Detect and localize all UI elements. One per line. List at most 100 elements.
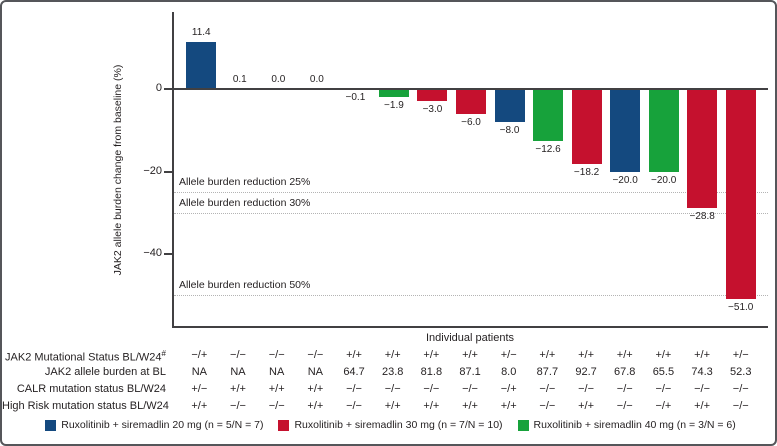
table-cell: 87.7	[536, 366, 559, 378]
table-cell: 23.8	[381, 366, 404, 378]
y-tick-mark	[164, 170, 172, 173]
table-cell: +/+	[423, 400, 440, 412]
table-cell: NA	[269, 366, 285, 378]
y-tick-label: −20	[143, 164, 162, 177]
table-row-label: JAK2 Mutational Status BL/W24#	[5, 349, 166, 364]
table-cell: +/+	[539, 349, 556, 361]
table-cell: 65.5	[652, 366, 675, 378]
bar-value-label: −6.0	[461, 116, 481, 128]
table-row: High Risk mutation status BL/W24 +/+ −/− −/…	[2, 399, 775, 416]
table-cell: +/+	[694, 400, 711, 412]
table-cell: −/−	[732, 383, 749, 395]
table-cell: 52.3	[730, 366, 752, 378]
table-cell: −/−	[616, 400, 633, 412]
table-cell: −/−	[732, 400, 749, 412]
bar	[378, 89, 409, 97]
patient-slot: −3.0	[413, 12, 452, 326]
bar	[687, 89, 718, 208]
bar	[610, 89, 641, 172]
table-cell: 8.0	[501, 366, 517, 378]
table-cell: +/+	[578, 400, 594, 412]
bar-value-label: 0.1	[232, 73, 247, 85]
table-cell: 87.1	[459, 366, 481, 378]
bar-value-label: −51.0	[728, 302, 754, 314]
table-row-label: JAK2 allele burden at BL	[44, 366, 166, 378]
table-row: CALR mutation status BL/W24 +/− +/+ +/+ +/+ −…	[2, 382, 775, 399]
table-row-values: +/− +/+ +/+ +/+ −/− −/− −/− −/− −/+ −/− −/− −/− −/− −…	[172, 383, 768, 395]
table-cell: −/+	[500, 383, 517, 395]
table-row-label-superscript: #	[161, 349, 166, 358]
bar-value-label: −12.6	[535, 143, 561, 155]
table-row: JAK2 allele burden at BL NA NA NA NA 64.7 23.8…	[2, 365, 775, 382]
table-cell: 92.7	[575, 366, 597, 378]
bar-value-label: −1.9	[384, 99, 404, 111]
plot-area: 11.4 0.1 0.0 0.0 −0.1 −1.9 −3.0 −6.0 −8.0 −12.6 −1…	[172, 12, 768, 328]
table-cell: −/−	[230, 400, 246, 412]
table-row-values: NA NA NA NA 64.7 23.8 81.8 87.1 8.0 87.7 92.7 67.8 6…	[172, 366, 768, 378]
patient-slot: 0.1	[221, 12, 260, 326]
table-row: JAK2 Mutational Status BL/W24# −/+ −/− −/− −…	[2, 348, 775, 365]
table-cell: −/−	[694, 383, 711, 395]
legend-item: Ruxolitinib + siremadlin 40 mg (n = 3/N …	[517, 419, 736, 431]
table-cell: −/−	[346, 383, 362, 395]
table-cell: −/−	[423, 383, 440, 395]
y-axis-ticks: 0 −20 −40	[120, 12, 162, 328]
table-cell: NA	[191, 366, 207, 378]
legend-swatch	[517, 419, 529, 431]
table-cell: +/−	[732, 349, 749, 361]
table-row-label: CALR mutation status BL/W24	[16, 383, 166, 395]
reference-line	[174, 295, 768, 297]
zero-baseline	[174, 88, 768, 90]
legend-label: Ruxolitinib + siremadlin 20 mg (n = 5/N …	[61, 419, 264, 431]
bar-value-label: −3.0	[422, 104, 443, 116]
patient-slot: −1.9	[375, 12, 414, 326]
table-cell: −/−	[539, 383, 556, 395]
reference-line-label: Allele burden reduction 50%	[179, 279, 311, 292]
table-cell: +/+	[307, 400, 324, 412]
bar-value-label: 0.0	[309, 74, 324, 85]
legend: Ruxolitinib + siremadlin 20 mg (n = 5/N …	[2, 419, 775, 431]
patient-slot: −0.1	[336, 12, 375, 326]
table-cell: +/+	[655, 349, 672, 361]
table-cell: −/−	[268, 400, 285, 412]
table-cell: +/+	[500, 400, 517, 412]
table-cell: +/+	[462, 349, 478, 361]
patient-slot: −20.0	[644, 12, 683, 326]
table-cell: NA	[230, 366, 246, 378]
bar-value-label: −8.0	[499, 125, 520, 136]
patient-table: JAK2 Mutational Status BL/W24# −/+ −/− −/− −…	[2, 348, 775, 416]
table-cell: −/−	[616, 383, 633, 395]
table-cell: −/−	[462, 383, 478, 395]
bar-value-label: −20.0	[650, 174, 677, 186]
bar-value-label: −18.2	[573, 167, 600, 179]
bar-value-label: 11.4	[191, 26, 211, 38]
table-cell: 64.7	[343, 366, 365, 378]
table-cell: +/+	[307, 383, 324, 395]
table-cell: +/−	[191, 383, 208, 395]
patient-slot: 11.4	[182, 12, 221, 326]
bar	[186, 41, 217, 89]
bar	[725, 89, 756, 300]
patient-slot: 0.0	[298, 12, 337, 326]
legend-swatch	[45, 419, 57, 431]
table-row-values: −/+ −/− −/− −/− +/+ +/+ +/+ +/+ +/− +/+ +/+ +/+ +/+ +…	[172, 349, 768, 361]
y-tick-mark	[164, 253, 172, 255]
patient-slot: −18.2	[567, 12, 606, 326]
legend-label: Ruxolitinib + siremadlin 40 mg (n = 3/N …	[533, 419, 736, 431]
table-cell: +/−	[500, 349, 517, 361]
bar	[455, 89, 486, 114]
table-cell: +/+	[268, 383, 285, 395]
y-tick-label: 0	[155, 82, 162, 94]
patient-slot: −51.0	[721, 12, 760, 326]
table-cell: +/+	[616, 349, 633, 361]
bar-value-label: −28.8	[689, 210, 715, 222]
bar-value-label: 0.0	[271, 74, 286, 85]
patient-slot: −20.0	[606, 12, 645, 326]
table-cell: −/−	[578, 383, 594, 395]
reference-line	[174, 192, 768, 194]
legend-swatch	[278, 419, 290, 431]
bar	[648, 89, 679, 172]
bar	[571, 89, 602, 165]
table-cell: +/+	[384, 400, 401, 412]
table-row-label: High Risk mutation status BL/W24	[2, 400, 169, 412]
